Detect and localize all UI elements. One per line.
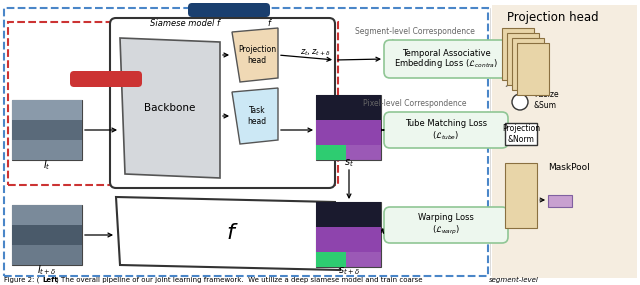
FancyBboxPatch shape: [12, 245, 82, 265]
FancyBboxPatch shape: [505, 123, 537, 145]
FancyBboxPatch shape: [492, 5, 637, 278]
FancyBboxPatch shape: [316, 252, 346, 267]
FancyBboxPatch shape: [384, 112, 508, 148]
Text: Left: Left: [42, 277, 58, 283]
FancyBboxPatch shape: [502, 28, 534, 80]
FancyBboxPatch shape: [316, 120, 381, 145]
Text: $I_t$: $I_t$: [43, 158, 51, 172]
FancyBboxPatch shape: [12, 140, 82, 160]
Polygon shape: [232, 28, 278, 82]
Text: Warping Loss: Warping Loss: [418, 213, 474, 223]
Circle shape: [512, 94, 528, 110]
FancyBboxPatch shape: [505, 163, 537, 228]
FancyBboxPatch shape: [548, 195, 572, 207]
Text: MaskPool: MaskPool: [548, 164, 589, 172]
Text: Resize
&Sum: Resize &Sum: [534, 90, 559, 110]
FancyBboxPatch shape: [512, 38, 544, 90]
FancyBboxPatch shape: [12, 205, 82, 225]
Text: $s_t$: $s_t$: [344, 157, 354, 169]
Text: Backbone: Backbone: [144, 103, 196, 113]
FancyBboxPatch shape: [316, 145, 346, 160]
Text: f: f: [226, 223, 234, 243]
Text: Tube Matching Loss: Tube Matching Loss: [405, 119, 487, 129]
Text: f: f: [267, 19, 270, 29]
Text: Projection head: Projection head: [507, 11, 599, 25]
Text: ($\mathcal{L}_{tube}$): ($\mathcal{L}_{tube}$): [433, 130, 460, 142]
FancyBboxPatch shape: [12, 120, 82, 140]
FancyBboxPatch shape: [316, 95, 381, 160]
Text: Embedding Loss ($\mathcal{L}_{contra}$): Embedding Loss ($\mathcal{L}_{contra}$): [394, 58, 498, 70]
Text: Training: Training: [205, 5, 253, 15]
Text: segment-level: segment-level: [489, 277, 539, 283]
Polygon shape: [232, 88, 278, 144]
FancyBboxPatch shape: [12, 205, 82, 265]
Polygon shape: [120, 38, 220, 178]
Text: Pixel-level Correspondence: Pixel-level Correspondence: [364, 99, 467, 107]
FancyBboxPatch shape: [507, 33, 539, 85]
Text: +: +: [515, 95, 525, 109]
Text: Figure 2: (: Figure 2: (: [4, 277, 40, 283]
FancyBboxPatch shape: [316, 202, 381, 227]
FancyBboxPatch shape: [517, 43, 549, 95]
Text: $s_{t+\delta}$: $s_{t+\delta}$: [338, 265, 360, 277]
Text: $z_t, z_{t+\delta}$: $z_t, z_{t+\delta}$: [300, 48, 330, 58]
Text: Temporal Associative: Temporal Associative: [402, 48, 490, 58]
FancyBboxPatch shape: [12, 100, 82, 120]
FancyBboxPatch shape: [384, 207, 508, 243]
FancyBboxPatch shape: [316, 227, 381, 252]
Polygon shape: [116, 197, 340, 270]
FancyBboxPatch shape: [12, 100, 82, 160]
FancyBboxPatch shape: [12, 225, 82, 245]
Text: $I_{t+\delta}$: $I_{t+\delta}$: [37, 263, 57, 277]
Text: Projection
head: Projection head: [238, 45, 276, 65]
FancyBboxPatch shape: [316, 95, 381, 120]
FancyBboxPatch shape: [188, 3, 270, 17]
FancyBboxPatch shape: [70, 71, 142, 87]
Text: ) The overall pipeline of our joint learning framework.  We utilize a deep siame: ) The overall pipeline of our joint lear…: [56, 277, 425, 283]
FancyBboxPatch shape: [316, 202, 381, 267]
Text: Task
head: Task head: [248, 106, 267, 126]
FancyBboxPatch shape: [384, 40, 508, 78]
Text: Segment-level Correspondence: Segment-level Correspondence: [355, 27, 475, 36]
Text: ($\mathcal{L}_{warp}$): ($\mathcal{L}_{warp}$): [432, 223, 460, 237]
Text: Testing: Testing: [84, 74, 127, 84]
Text: Projection
&Norm: Projection &Norm: [502, 124, 540, 144]
FancyBboxPatch shape: [110, 18, 335, 188]
Text: Siamese model f: Siamese model f: [150, 19, 220, 29]
